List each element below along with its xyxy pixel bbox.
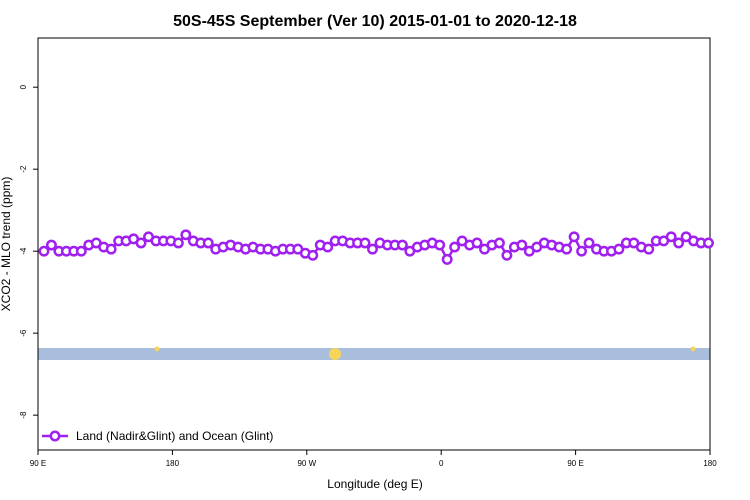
x-axis-label: Longitude (deg E) [327, 477, 422, 491]
data-point [613, 243, 625, 255]
data-point [367, 243, 378, 255]
data-point [202, 237, 214, 249]
data-point [449, 241, 461, 253]
data-point [180, 229, 192, 241]
y-tick-label: -8 [19, 411, 28, 419]
data-point [38, 245, 50, 257]
data-point [396, 239, 408, 251]
data-point [673, 237, 685, 249]
data-point [75, 245, 87, 257]
x-tick-label: 0 [439, 459, 444, 468]
data-point [568, 231, 580, 243]
data-point [172, 237, 184, 249]
legend-marker [49, 430, 61, 442]
data-point [105, 243, 117, 255]
data-point [665, 231, 677, 243]
x-tick-label: 90 W [297, 459, 316, 468]
data-point [45, 239, 57, 251]
legend-label: Land (Nadir&Glint) and Ocean (Glint) [76, 429, 273, 443]
data-point [359, 237, 371, 249]
strip-spot [154, 346, 160, 352]
x-tick-label: 90 E [567, 459, 583, 468]
y-tick-label: 0 [19, 84, 28, 89]
data-point [576, 245, 588, 257]
x-tick-label: 180 [703, 459, 717, 468]
data-point [441, 253, 453, 265]
x-tick-label: 180 [166, 459, 180, 468]
data-point [703, 237, 714, 249]
y-axis-label: XCO2 - MLO trend (ppm) [0, 177, 13, 312]
x-tick-label: 90 E [30, 459, 46, 468]
data-point [493, 237, 505, 249]
data-point [643, 243, 655, 255]
data-point [583, 237, 595, 249]
data-point [307, 249, 319, 261]
y-tick-label: -2 [19, 165, 28, 173]
strip-spot [690, 346, 696, 352]
surface-strip [38, 348, 710, 360]
data-point [322, 241, 334, 253]
data-point [434, 239, 446, 251]
y-tick-label: -4 [19, 247, 28, 255]
data-point [471, 237, 483, 249]
strip-spot [329, 348, 341, 360]
y-tick-label: -6 [19, 329, 28, 337]
data-point [561, 243, 573, 255]
data-point [516, 239, 528, 251]
data-point [135, 237, 147, 249]
data-point [501, 249, 513, 261]
chart-title: 50S-45S September (Ver 10) 2015-01-01 to… [173, 13, 577, 30]
